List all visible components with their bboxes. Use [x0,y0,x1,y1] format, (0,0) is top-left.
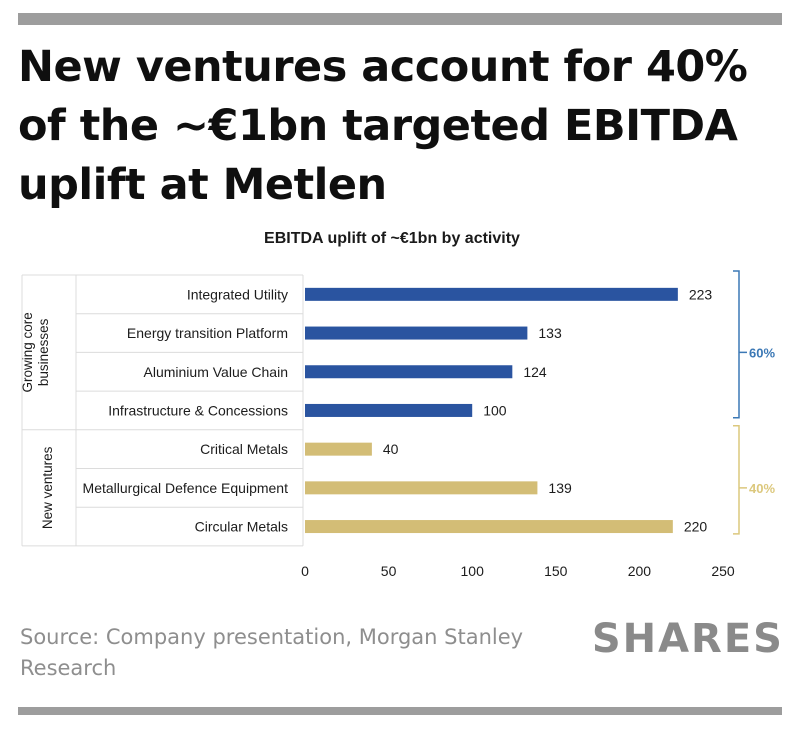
category-label: Integrated Utility [187,286,288,302]
group-bracket [733,270,747,419]
x-tick-label: 50 [381,563,397,579]
data-label: 139 [548,480,572,496]
category-label: Energy transition Platform [127,325,288,341]
group-label: New ventures [40,446,55,529]
group-share-label: 40% [749,481,775,496]
group-share-label: 60% [749,345,775,360]
top-rule [18,13,782,25]
group-label: businesses [36,318,51,386]
bar [305,403,473,417]
x-tick-label: 200 [628,563,652,579]
x-tick-label: 250 [711,563,735,579]
bar [305,287,678,301]
category-label: Circular Metals [195,519,288,535]
data-label: 124 [523,364,547,380]
bar [305,326,528,340]
category-label: Metallurgical Defence Equipment [83,480,289,496]
source-note: Source: Company presentation, Morgan Sta… [20,625,524,680]
bar [305,520,673,534]
chart-title: EBITDA uplift of ~€1bn by activity [264,230,520,247]
x-tick-label: 100 [461,563,485,579]
bottom-rule [18,707,782,715]
category-label: Aluminium Value Chain [144,364,288,380]
x-tick-label: 0 [301,563,309,579]
data-label: 133 [538,325,562,341]
data-label: 40 [383,441,399,457]
data-label: 220 [684,519,708,535]
group-bracket [733,425,747,535]
data-label: 100 [483,402,507,418]
ebitda-bar-chart: EBITDA uplift of ~€1bn by activity Integ… [20,230,775,579]
bar [305,442,372,456]
x-tick-label: 150 [544,563,568,579]
category-label: Critical Metals [200,441,288,457]
headline: New ventures account for 40% of the ~€1b… [18,42,748,210]
brand-logo: SHARES [591,616,784,662]
bar [305,481,538,495]
data-label: 223 [689,286,713,302]
group-label: Growing core [20,312,35,392]
bar [305,365,513,379]
category-label: Infrastructure & Concessions [108,402,288,418]
